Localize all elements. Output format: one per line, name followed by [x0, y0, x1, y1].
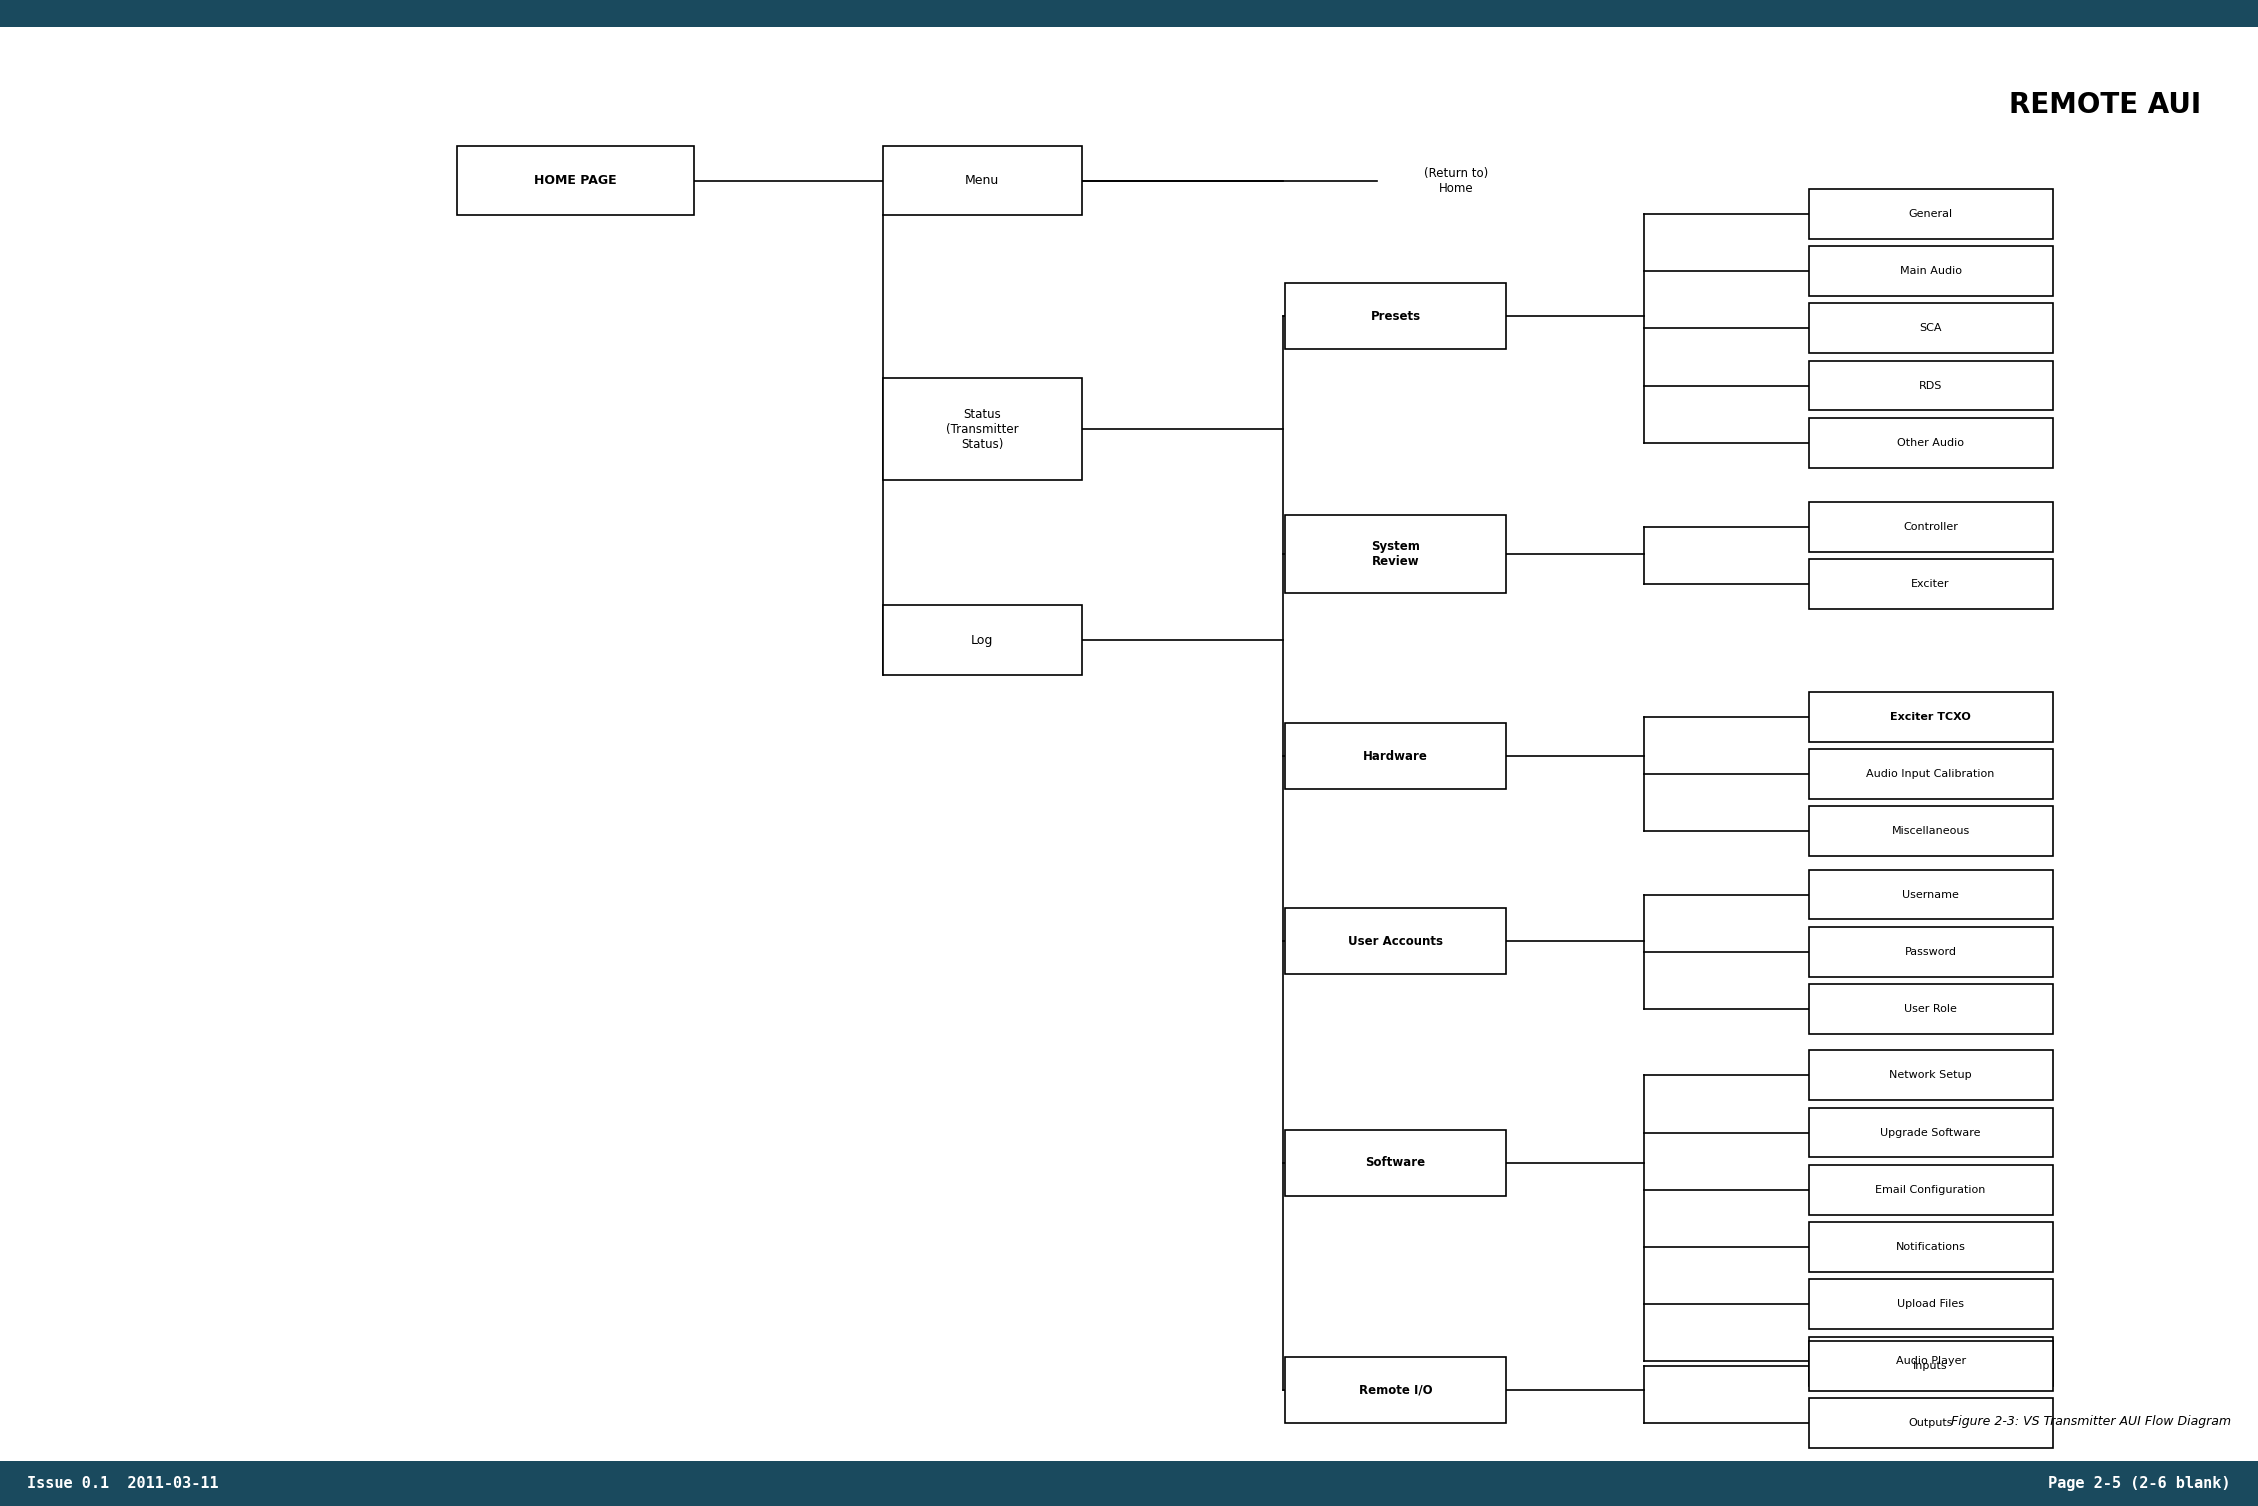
Text: RDS: RDS: [1919, 381, 1942, 390]
Bar: [1809, 501, 2053, 553]
Text: Upgrade Software: Upgrade Software: [1881, 1128, 1980, 1137]
Text: Log: Log: [971, 634, 994, 646]
Text: HOME PAGE: HOME PAGE: [535, 175, 616, 187]
Bar: [1809, 985, 2053, 1033]
Text: REMOTE AUI: REMOTE AUI: [2010, 92, 2202, 119]
Text: Presets: Presets: [1371, 310, 1420, 322]
Text: Network Setup: Network Setup: [1890, 1071, 1971, 1080]
Text: Software: Software: [1366, 1157, 1425, 1169]
Bar: [1809, 1340, 2053, 1392]
Text: Email Configuration: Email Configuration: [1876, 1185, 1985, 1194]
Text: Figure 2-3: VS Transmitter AUI Flow Diagram: Figure 2-3: VS Transmitter AUI Flow Diag…: [1951, 1414, 2231, 1428]
Text: User Role: User Role: [1903, 1005, 1958, 1014]
Bar: [883, 605, 1082, 675]
Bar: [1809, 750, 2053, 798]
Text: Menu: Menu: [964, 175, 1000, 187]
Text: Main Audio: Main Audio: [1899, 267, 1962, 276]
Text: Miscellaneous: Miscellaneous: [1892, 827, 1969, 836]
Text: Password: Password: [1903, 947, 1958, 956]
Bar: [1809, 1166, 2053, 1214]
Bar: [1809, 1223, 2053, 1271]
Bar: [1809, 870, 2053, 919]
Text: User Accounts: User Accounts: [1348, 935, 1443, 947]
Bar: [1809, 1280, 2053, 1330]
Bar: [1809, 1108, 2053, 1158]
Bar: [1285, 283, 1506, 349]
Bar: [1809, 419, 2053, 468]
Bar: [1809, 303, 2053, 354]
Text: Exciter: Exciter: [1910, 580, 1951, 589]
Bar: [1809, 691, 2053, 741]
Text: Username: Username: [1901, 890, 1960, 899]
Bar: [1285, 1130, 1506, 1196]
Text: Hardware: Hardware: [1364, 750, 1427, 762]
Bar: [1809, 559, 2053, 608]
Bar: [883, 146, 1082, 215]
Text: Issue 0.1  2011-03-11: Issue 0.1 2011-03-11: [27, 1476, 219, 1491]
Text: System
Review: System Review: [1371, 541, 1420, 568]
Text: Audio Input Calibration: Audio Input Calibration: [1867, 770, 1994, 779]
Text: General: General: [1908, 209, 1953, 218]
Text: Outputs: Outputs: [1908, 1419, 1953, 1428]
Text: Remote I/O: Remote I/O: [1359, 1384, 1432, 1396]
Bar: [1285, 1357, 1506, 1423]
Bar: [1809, 928, 2053, 977]
Bar: [0, 1461, 2258, 1506]
Text: Controller: Controller: [1903, 523, 1958, 532]
Text: Status
(Transmitter
Status): Status (Transmitter Status): [946, 408, 1018, 450]
Bar: [1285, 908, 1506, 974]
Bar: [1285, 515, 1506, 593]
Bar: [1809, 360, 2053, 411]
Text: Audio Player: Audio Player: [1894, 1357, 1967, 1366]
Bar: [1809, 807, 2053, 855]
Bar: [1809, 1337, 2053, 1386]
Bar: [1809, 190, 2053, 239]
Text: Notifications: Notifications: [1897, 1242, 1964, 1251]
Text: Upload Files: Upload Files: [1897, 1300, 1964, 1309]
Bar: [1809, 247, 2053, 297]
Bar: [0, 0, 2258, 27]
Text: Other Audio: Other Audio: [1897, 438, 1964, 447]
Text: SCA: SCA: [1919, 324, 1942, 333]
Bar: [883, 378, 1082, 480]
Text: Page 2-5 (2-6 blank): Page 2-5 (2-6 blank): [2048, 1476, 2231, 1491]
Bar: [456, 146, 695, 215]
Bar: [1285, 723, 1506, 789]
Text: Inputs: Inputs: [1913, 1361, 1949, 1370]
Bar: [1809, 1051, 2053, 1099]
Bar: [1809, 1398, 2053, 1449]
Text: (Return to)
Home: (Return to) Home: [1425, 167, 1488, 194]
Text: Exciter TCXO: Exciter TCXO: [1890, 712, 1971, 721]
